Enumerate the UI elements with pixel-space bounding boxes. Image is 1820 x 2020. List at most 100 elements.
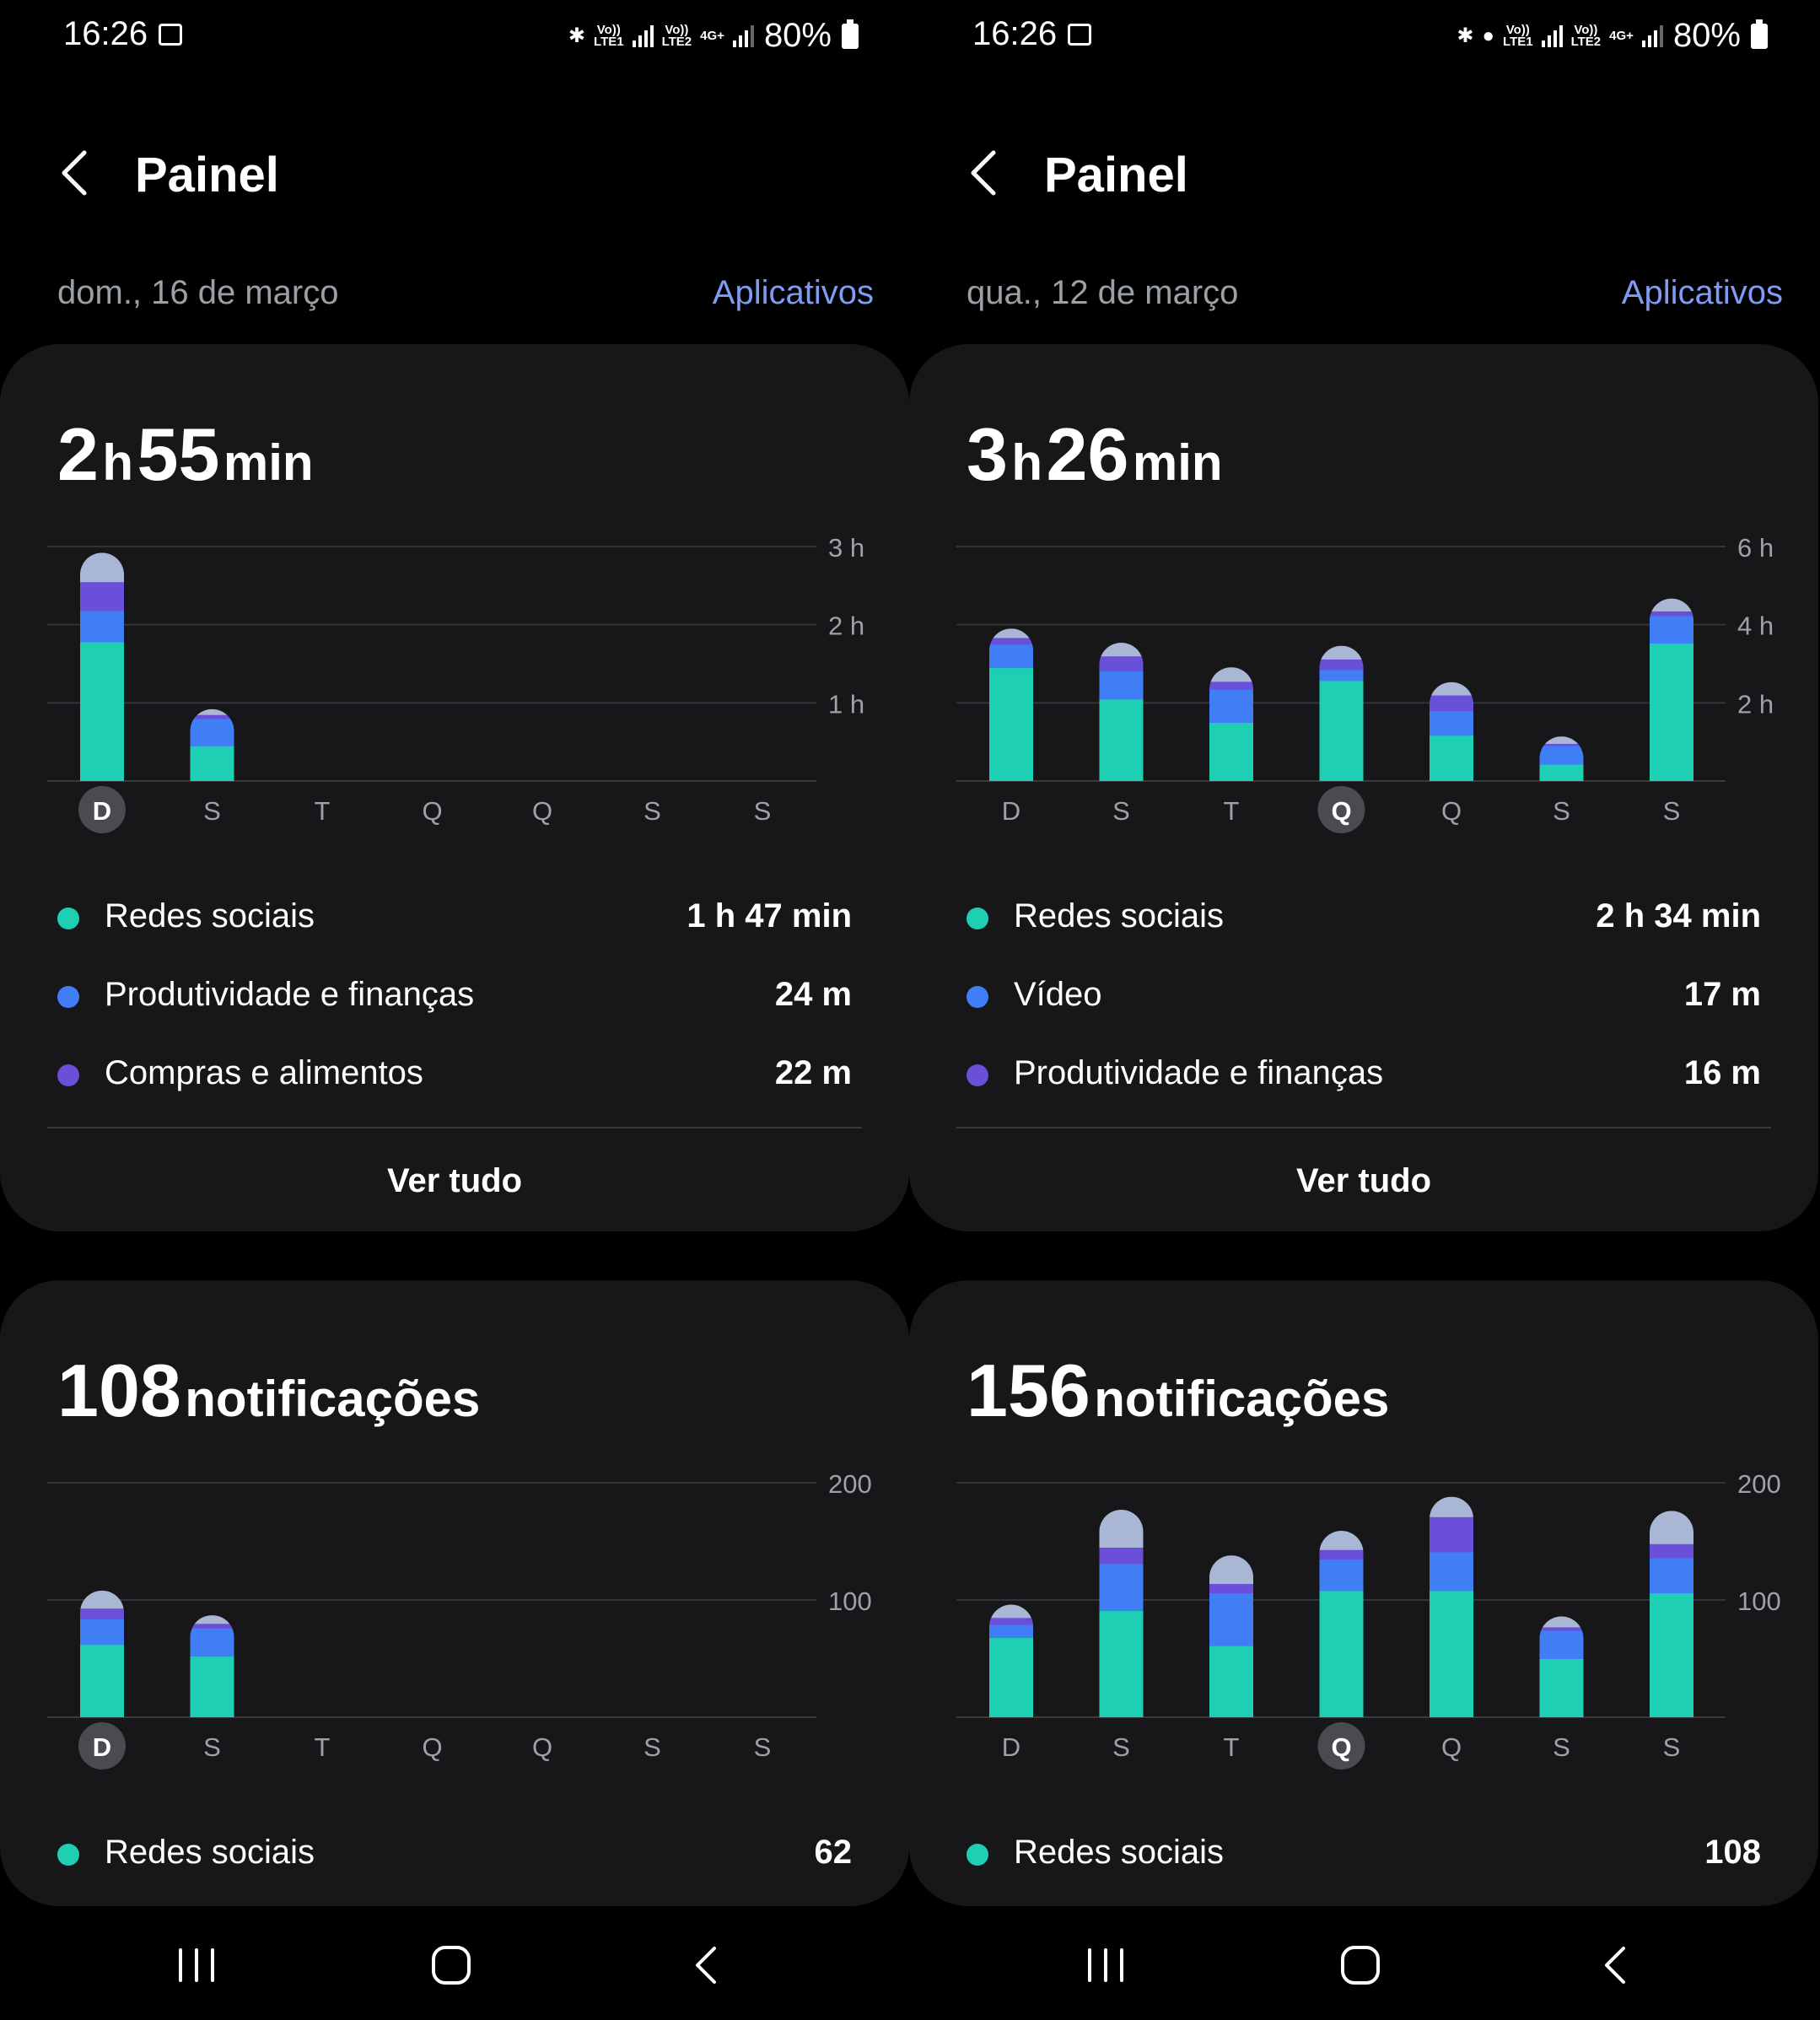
bar-segment-produtividade-e-finan-as	[1430, 695, 1473, 712]
bar-segment-redes-sociais	[1209, 722, 1253, 781]
bar-segment-redes-sociais	[1319, 1590, 1364, 1717]
signal-1-icon	[632, 24, 654, 47]
bar-segment-compras-e-alimentos	[190, 714, 234, 719]
bar-segment-outros	[1099, 1509, 1144, 1548]
axis-tick-label: 200	[828, 1469, 872, 1499]
legend-item[interactable]: Redes sociais 2 h 34 min	[967, 892, 1761, 943]
day-label: D	[1002, 796, 1020, 826]
screen-time-card: 3 h 26 min 6 h 4 h 2 h D S T Q Q S S Redes sociai…	[909, 344, 1818, 1231]
legend-item[interactable]: Redes sociais 62	[57, 1829, 852, 1879]
day-label: Q	[1441, 1732, 1462, 1762]
axis-tick-label: 2 h	[828, 611, 864, 641]
divider	[47, 1127, 862, 1129]
stacked-bar	[1650, 598, 1693, 781]
bar-segment-redes-sociais	[1430, 735, 1473, 781]
clock: 16:26	[63, 15, 148, 52]
day-label: D	[93, 796, 111, 826]
bluetooth-icon: ✱	[1457, 24, 1474, 47]
legend-dot	[967, 1064, 988, 1086]
bar-segment-outros	[1430, 681, 1473, 696]
home-icon[interactable]	[422, 1940, 481, 1990]
bar-segment-produtividade-e-finan-as	[1099, 1547, 1144, 1565]
back-nav-icon[interactable]	[679, 1940, 738, 1990]
back-arrow-icon[interactable]	[57, 148, 91, 198]
status-icons: ✱ Vo)) LTE1 Vo)) LTE2 4G+ 80%	[568, 17, 859, 55]
bar-segment-v-deo	[1539, 745, 1584, 765]
legend-item[interactable]: Produtividade e finanças 24 m	[57, 971, 852, 1021]
notifications-total: 108 notificações	[57, 1349, 481, 1432]
stacked-bar	[1539, 736, 1584, 781]
navigation-bar	[909, 1923, 1818, 2007]
stacked-bar	[1430, 681, 1473, 781]
apps-link[interactable]: Aplicativos	[1621, 274, 1783, 311]
stacked-bar	[80, 1590, 124, 1717]
bar-segment-produtividade-e-finan-as	[80, 610, 124, 643]
notifications-card: 156 notificações 200 100 D S T Q Q S S Redes soc…	[909, 1280, 1818, 1906]
bar-segment-produtividade-e-finan-as	[1209, 681, 1253, 690]
legend-item[interactable]: Compras e alimentos 22 m	[57, 1049, 852, 1100]
battery-icon	[842, 19, 859, 49]
stacked-bar	[1099, 642, 1144, 781]
legend-item[interactable]: Vídeo 17 m	[967, 971, 1761, 1021]
bar-segment-v-deo	[1430, 1552, 1473, 1592]
legend-dot	[57, 908, 79, 929]
bar-segment-outros	[989, 628, 1033, 638]
apps-link[interactable]: Aplicativos	[712, 274, 874, 311]
bar-segment-redes-sociais	[1099, 698, 1144, 781]
back-nav-icon[interactable]	[1588, 1940, 1647, 1990]
day-label: Q	[1331, 796, 1351, 826]
legend-dot	[57, 1844, 79, 1866]
signal-2-icon	[1641, 24, 1663, 47]
stacked-bar	[1099, 1509, 1144, 1717]
day-label: Q	[1441, 796, 1462, 826]
axis-tick-label: 200	[1737, 1469, 1781, 1499]
view-all-button[interactable]: Ver tudo	[386, 1162, 523, 1199]
bluetooth-icon: ✱	[568, 24, 586, 47]
bar-segment-redes-sociais	[1650, 643, 1693, 781]
status-icons: ✱ ● Vo)) LTE1 Vo)) LTE2 4G+ 80%	[1457, 17, 1768, 55]
volte-lte1-icon: Vo)) LTE1	[594, 22, 624, 49]
bar-segment-redes-sociais	[80, 1644, 124, 1717]
day-label: S	[1663, 796, 1681, 826]
recent-apps-icon[interactable]	[1076, 1940, 1135, 1990]
gallery-notification-icon	[1068, 24, 1091, 46]
bar-segment-outros	[1319, 645, 1364, 660]
stacked-bar	[1650, 1511, 1693, 1717]
battery-icon	[1751, 19, 1768, 49]
location-icon: ●	[1482, 24, 1495, 47]
recent-apps-icon[interactable]	[167, 1940, 226, 1990]
screen-time-total: 2 h 55 min	[57, 412, 314, 496]
page-title: Painel	[135, 148, 279, 202]
bar-segment-redes-sociais	[1539, 764, 1584, 781]
bar-segment-redes-sociais	[190, 746, 234, 781]
bar-segment-v-deo	[1099, 1563, 1144, 1612]
legend-item[interactable]: Redes sociais 1 h 47 min	[57, 892, 852, 943]
bar-segment-outros	[1650, 1511, 1693, 1544]
axis-tick-label: 4 h	[1737, 611, 1774, 641]
selected-day-highlight	[1317, 1722, 1365, 1770]
volte-lte2-icon: Vo)) LTE2	[661, 22, 692, 49]
bar-segment-compras-e-alimentos	[80, 581, 124, 611]
bar-segment-produtividade-e-finan-as	[80, 1619, 124, 1646]
selected-day-highlight	[78, 1722, 126, 1770]
bar-segment-outros	[1099, 642, 1144, 657]
date-label: qua., 12 de março	[967, 274, 1239, 311]
axis-tick-label: 100	[828, 1586, 872, 1616]
view-all-button[interactable]: Ver tudo	[1295, 1162, 1432, 1199]
bar-segment-compras-e-alimentos	[190, 1623, 234, 1629]
home-icon[interactable]	[1331, 1940, 1390, 1990]
legend-item[interactable]: Redes sociais 108	[967, 1829, 1761, 1879]
day-label: Q	[532, 796, 552, 826]
bar-segment-redes-sociais	[1319, 680, 1364, 781]
bar-segment-outros	[1319, 1530, 1364, 1550]
bar-segment-produtividade-e-finan-as	[1209, 1583, 1253, 1594]
stacked-bar	[1319, 645, 1364, 781]
day-label: D	[1002, 1732, 1020, 1762]
back-arrow-icon[interactable]	[967, 148, 1000, 198]
day-label: S	[1112, 1732, 1130, 1762]
legend-item[interactable]: Produtividade e finanças 16 m	[967, 1049, 1761, 1100]
bar-segment-produtividade-e-finan-as	[1099, 655, 1144, 671]
notifications-chart: 200 100 D S T Q Q S S	[47, 1469, 872, 1770]
bar-segment-v-deo	[989, 1624, 1033, 1638]
notifications-card: 108 notificações 200 100 D S T Q Q S S Redes soc…	[0, 1280, 909, 1906]
